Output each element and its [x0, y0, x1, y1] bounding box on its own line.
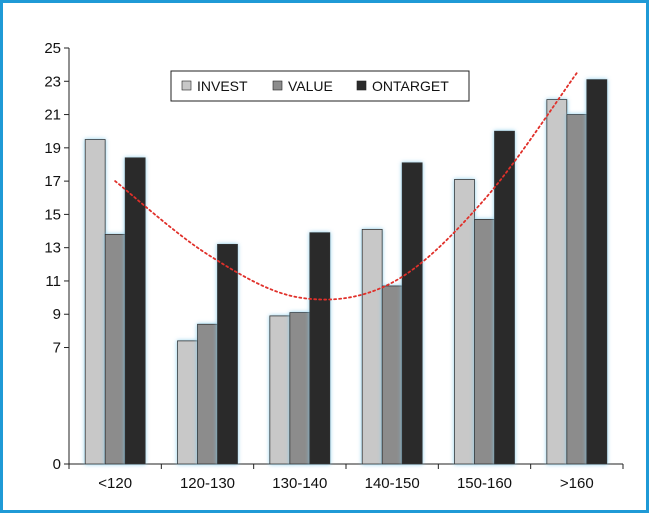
- legend-swatch-invest: [181, 80, 192, 91]
- bar-value-2: [289, 312, 311, 465]
- bars: [84, 79, 608, 465]
- y-tick-label: 19: [44, 140, 61, 157]
- bar-value-5: [566, 114, 588, 465]
- bar-ontarget-4: [494, 130, 515, 465]
- y-tick-label: 11: [45, 273, 61, 290]
- y-tick-label: 13: [44, 240, 61, 257]
- x-tick-label: 140-150: [365, 475, 420, 492]
- y-tick-label: 15: [44, 206, 61, 223]
- legend-label-invest: INVEST: [197, 78, 248, 94]
- bar-value-0: [104, 233, 126, 465]
- bar-value-3: [381, 285, 403, 465]
- trendline-curve: [114, 72, 578, 301]
- y-tick-label: 7: [53, 340, 61, 357]
- bar-ontarget-1: [217, 243, 238, 465]
- bar-invest-0: [84, 139, 106, 465]
- y-tick-label: 23: [44, 73, 61, 90]
- x-tick-label: 150-160: [457, 475, 512, 492]
- trendline: [114, 72, 578, 301]
- y-tick-label: 0: [53, 456, 61, 473]
- y-tick-label: 21: [44, 107, 61, 124]
- legend-swatch-value: [272, 80, 283, 91]
- y-tick-label: 25: [44, 40, 61, 57]
- bar-invest-1: [177, 340, 198, 465]
- bar-value-4: [474, 218, 495, 465]
- y-tick-label: 9: [53, 306, 61, 323]
- bar-chart: 0 7 9 11 13 15 17 19 21 23 25 <120 120-130 130-140 140…: [44, 40, 624, 492]
- legend-box: [170, 70, 470, 102]
- legend-swatch-ontarget: [356, 80, 367, 91]
- x-tick-label: 120-130: [180, 475, 235, 492]
- bar-ontarget-0: [124, 157, 146, 465]
- bar-invest-2: [269, 315, 291, 465]
- bar-ontarget-2: [309, 232, 331, 465]
- axes: 0 7 9 11 13 15 17 19 21 23 25 <120 120-130 130-140 140…: [44, 40, 624, 492]
- legend-label-ontarget: ONTARGET: [372, 78, 449, 94]
- bar-ontarget-5: [586, 79, 608, 465]
- x-tick-label: >160: [560, 475, 594, 492]
- bar-invest-3: [361, 228, 383, 465]
- bar-invest-5: [546, 99, 568, 465]
- legend: INVEST VALUE ONTARGET: [170, 70, 470, 102]
- bar-value-1: [197, 323, 218, 465]
- bar-ontarget-3: [401, 162, 423, 465]
- y-tick-label: 17: [44, 173, 61, 190]
- x-tick-label: <120: [98, 475, 132, 492]
- x-tick-label: 130-140: [272, 475, 327, 492]
- legend-label-value: VALUE: [288, 78, 333, 94]
